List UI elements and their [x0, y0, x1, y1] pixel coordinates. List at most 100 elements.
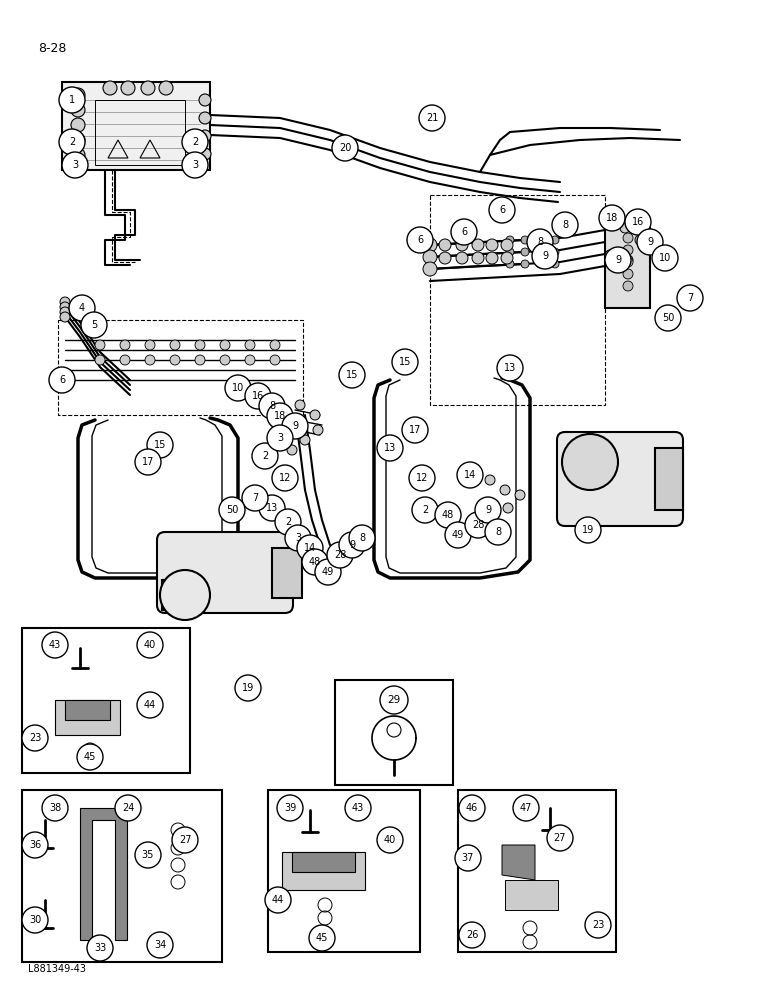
Circle shape	[199, 148, 211, 160]
Text: 8: 8	[537, 237, 543, 247]
Circle shape	[195, 355, 205, 365]
Circle shape	[309, 925, 335, 951]
Text: 35: 35	[142, 850, 154, 860]
Circle shape	[60, 297, 70, 307]
Circle shape	[71, 148, 85, 162]
Text: 20: 20	[339, 143, 351, 153]
Circle shape	[71, 103, 85, 117]
Circle shape	[439, 252, 451, 264]
Circle shape	[242, 485, 268, 511]
Bar	[272, 548, 302, 598]
Circle shape	[259, 393, 285, 419]
Text: 2: 2	[285, 517, 291, 527]
Text: 2: 2	[422, 505, 428, 515]
Text: 19: 19	[582, 525, 594, 535]
Circle shape	[199, 94, 211, 106]
Text: 21: 21	[426, 113, 438, 123]
Circle shape	[275, 509, 301, 535]
Circle shape	[147, 932, 173, 958]
Text: 4: 4	[79, 303, 85, 313]
Circle shape	[486, 239, 498, 251]
Circle shape	[345, 795, 371, 821]
Circle shape	[485, 519, 511, 545]
Circle shape	[22, 832, 48, 858]
Circle shape	[245, 340, 255, 350]
Circle shape	[310, 410, 320, 420]
Circle shape	[459, 922, 485, 948]
Text: 30: 30	[29, 915, 41, 925]
Circle shape	[235, 675, 261, 701]
Text: 40: 40	[144, 640, 156, 650]
Circle shape	[423, 238, 437, 252]
Text: 3: 3	[72, 160, 78, 170]
Circle shape	[172, 827, 198, 853]
Text: 18: 18	[274, 411, 286, 421]
Text: 10: 10	[659, 253, 671, 263]
Circle shape	[159, 81, 173, 95]
Text: 12: 12	[279, 473, 291, 483]
Circle shape	[551, 248, 559, 256]
Circle shape	[145, 340, 155, 350]
Circle shape	[456, 239, 468, 251]
Circle shape	[259, 495, 285, 521]
Text: 14: 14	[464, 470, 476, 480]
Circle shape	[295, 400, 305, 410]
Text: 45: 45	[316, 933, 328, 943]
Text: 14: 14	[304, 543, 316, 553]
Circle shape	[605, 247, 631, 273]
Text: 3: 3	[277, 433, 283, 443]
Circle shape	[377, 827, 403, 853]
Circle shape	[60, 302, 70, 312]
Circle shape	[219, 497, 245, 523]
Circle shape	[402, 417, 428, 443]
Circle shape	[267, 403, 293, 429]
Circle shape	[267, 425, 293, 451]
Circle shape	[521, 248, 529, 256]
Circle shape	[407, 227, 433, 253]
Circle shape	[62, 152, 88, 178]
Circle shape	[120, 355, 130, 365]
Circle shape	[536, 248, 544, 256]
Text: 29: 29	[388, 695, 401, 705]
Bar	[162, 580, 192, 610]
Circle shape	[295, 420, 305, 430]
Circle shape	[500, 485, 510, 495]
Text: 23: 23	[592, 920, 604, 930]
Circle shape	[272, 465, 298, 491]
Circle shape	[439, 239, 451, 251]
Text: 17: 17	[409, 425, 422, 435]
Text: 9: 9	[615, 255, 621, 265]
Circle shape	[285, 525, 311, 551]
Circle shape	[521, 260, 529, 268]
Text: 48: 48	[309, 557, 321, 567]
Circle shape	[199, 130, 211, 142]
Text: 5: 5	[91, 320, 97, 330]
Circle shape	[455, 845, 481, 871]
Text: 15: 15	[154, 440, 166, 450]
Text: 13: 13	[384, 443, 396, 453]
Circle shape	[623, 233, 633, 243]
Circle shape	[95, 340, 105, 350]
Bar	[335, 680, 453, 785]
Circle shape	[515, 490, 525, 500]
Circle shape	[501, 252, 513, 264]
Circle shape	[623, 245, 633, 255]
Circle shape	[485, 500, 495, 510]
Circle shape	[297, 535, 323, 561]
Circle shape	[170, 355, 180, 365]
Circle shape	[623, 281, 633, 291]
Circle shape	[87, 935, 113, 961]
Bar	[458, 790, 616, 952]
Circle shape	[282, 413, 308, 439]
Text: L881349-43: L881349-43	[28, 964, 86, 974]
Circle shape	[527, 229, 553, 255]
Circle shape	[115, 795, 141, 821]
Circle shape	[60, 312, 70, 322]
Text: 9: 9	[292, 421, 298, 431]
Text: 45: 45	[84, 752, 96, 762]
Text: 27: 27	[179, 835, 191, 845]
Polygon shape	[282, 852, 365, 890]
Text: 8: 8	[562, 220, 568, 230]
Text: 9: 9	[349, 540, 355, 550]
Circle shape	[277, 795, 303, 821]
